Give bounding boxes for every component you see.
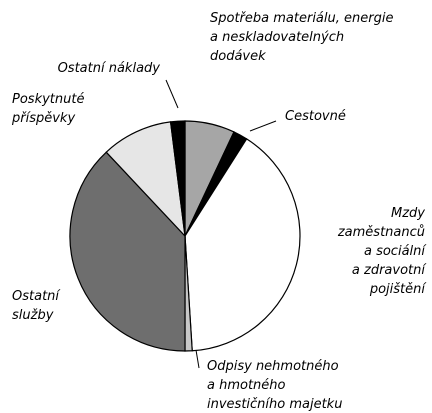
label-line: a sociální — [364, 244, 427, 259]
slice-label: Odpisy nehmotného a hmotného investičního … — [207, 359, 342, 412]
slice-label: Spotřeba materiálu, energie a neskladovat… — [210, 11, 393, 64]
slice-label: Cestovné — [285, 109, 346, 124]
label-line: zaměstnanců — [337, 225, 425, 240]
label-line: Odpisy nehmotného — [207, 359, 339, 374]
label-line: a hmotného — [207, 378, 286, 393]
label-line: Mzdy — [391, 206, 425, 221]
label-line: služby — [12, 308, 54, 323]
label-line: dodávek — [210, 49, 266, 64]
slice-label: Poskytnuté příspěvky — [11, 92, 84, 126]
label-line: Ostatní náklady — [58, 61, 161, 76]
label-line: Poskytnuté — [12, 92, 84, 107]
slice-label: Ostatní náklady — [58, 61, 161, 76]
label-line: a neskladovatelných — [210, 30, 344, 45]
leader-line — [249, 120, 277, 132]
label-line: příspěvky — [11, 111, 75, 126]
slice-label: Mzdy zaměstnanců a sociální a zdravotní poji… — [337, 206, 428, 297]
pie-slice — [69, 151, 186, 352]
pie-slice — [169, 120, 186, 237]
label-line: a zdravotní — [352, 263, 427, 278]
label-line: Spotřeba materiálu, energie — [210, 11, 393, 26]
leader-line — [165, 79, 179, 109]
leader-line — [195, 349, 200, 369]
label-line: investičního majetku — [207, 397, 342, 412]
label-line: pojištění — [369, 282, 428, 297]
slice-label: Ostatní služby — [12, 289, 61, 323]
pie-slice — [105, 121, 186, 238]
label-line: Ostatní — [12, 289, 61, 304]
label-line: Cestovné — [285, 109, 346, 124]
pie-slice — [184, 138, 301, 352]
